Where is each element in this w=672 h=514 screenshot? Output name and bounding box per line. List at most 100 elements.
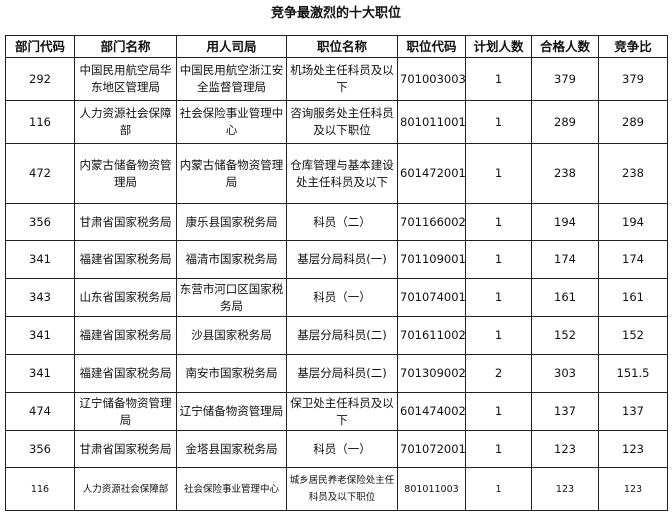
table-cell: 人力资源社会保障部: [74, 100, 177, 144]
table-cell: 中国民用航空局华东地区管理局: [74, 57, 177, 101]
table-row: 474 辽宁储备物资管理局 辽宁储备物资管理局 保卫处主任科员及以下 601474002…: [5, 392, 668, 431]
table-cell: 1: [465, 316, 532, 355]
table-cell: 南安市国家税务局: [176, 354, 287, 393]
table-cell: 福建省国家税务局: [74, 240, 177, 279]
table-cell: 1: [465, 203, 532, 241]
table-cell: 内蒙古储备物资管理局: [176, 143, 287, 204]
table-cell: 辽宁储备物资管理局: [74, 392, 177, 431]
table-cell: 辽宁储备物资管理局: [176, 392, 287, 431]
column-header: 用人司局: [176, 35, 287, 58]
table-cell: 701166002: [397, 203, 466, 241]
table-row: 116 人力资源社会保障部 社会保险事业管理中心 城乡居民养老保险处主任科员及以下职位…: [5, 467, 668, 511]
table-cell: 康乐县国家税务局: [176, 203, 287, 241]
table-cell: 1: [465, 392, 532, 431]
table-cell: 1: [465, 467, 532, 511]
column-header: 计划人数: [465, 35, 532, 58]
table-cell: 701309002: [397, 354, 466, 393]
column-header: 竞争比: [598, 35, 668, 58]
table-cell: 仓库管理与基本建设处主任科员及以下: [286, 143, 398, 204]
table-cell: 2: [465, 354, 532, 393]
table-cell: 238: [598, 143, 668, 204]
table-cell: 151.5: [598, 354, 668, 393]
table-row: 472 内蒙古储备物资管理局 内蒙古储备物资管理局 仓库管理与基本建设处主任科员及以下…: [5, 143, 668, 204]
table-cell: 701072001: [397, 430, 466, 468]
table-cell: 161: [531, 278, 599, 317]
table-cell: 123: [531, 467, 599, 511]
table-cell: 金塔县国家税务局: [176, 430, 287, 468]
table-cell: 社会保险事业管理中心: [176, 100, 287, 144]
table-row: 341 福建省国家税务局 沙县国家税务局 基层分局科员(二) 701611002 1 152…: [5, 316, 668, 355]
table-cell: 123: [598, 430, 668, 468]
table-cell: 152: [598, 316, 668, 355]
column-header: 职位名称: [286, 35, 398, 58]
table-cell: 福建省国家税务局: [74, 316, 177, 355]
table-cell: 咨询服务处主任科员及以下职位: [286, 100, 398, 144]
header-row: 部门代码 部门名称 用人司局 职位名称 职位代码 计划人数 合格人数 竞争比: [5, 35, 668, 58]
table-cell: 379: [598, 57, 668, 101]
table-cell: 基层分局科员(二): [286, 316, 398, 355]
table-cell: 沙县国家税务局: [176, 316, 287, 355]
table-cell: 福建省国家税务局: [74, 354, 177, 393]
table-cell: 701611002: [397, 316, 466, 355]
table-cell: 356: [5, 430, 75, 468]
table-cell: 341: [5, 240, 75, 279]
table-row: 341 福建省国家税务局 福清市国家税务局 基层分局科员(一) 701109001 1 17…: [5, 240, 668, 279]
table-cell: 601472001: [397, 143, 466, 204]
table-cell: 城乡居民养老保险处主任科员及以下职位: [286, 467, 398, 511]
table-cell: 福清市国家税务局: [176, 240, 287, 279]
table-row: 341 福建省国家税务局 南安市国家税务局 基层分局科员(二) 701309002 2 30…: [5, 354, 668, 393]
table-cell: 基层分局科员(二): [286, 354, 398, 393]
table-cell: 1: [465, 100, 532, 144]
table-cell: 内蒙古储备物资管理局: [74, 143, 177, 204]
table-cell: 472: [5, 143, 75, 204]
table-cell: 机场处主任科员及以下: [286, 57, 398, 101]
page-title: 竞争最激烈的十大职位: [270, 6, 401, 21]
table-cell: 人力资源社会保障部: [74, 467, 177, 511]
table-cell: 801011001: [397, 100, 466, 144]
table-cell: 山东省国家税务局: [74, 278, 177, 317]
table-cell: 116: [5, 467, 75, 511]
table-cell: 123: [531, 430, 599, 468]
table-cell: 基层分局科员(一): [286, 240, 398, 279]
table-cell: 801011003: [397, 467, 466, 511]
table-cell: 1: [465, 430, 532, 468]
table-cell: 社会保险事业管理中心: [176, 467, 287, 511]
table-cell: 保卫处主任科员及以下: [286, 392, 398, 431]
table-cell: 1: [465, 143, 532, 204]
table-cell: 356: [5, 203, 75, 241]
table-cell: 701003003: [397, 57, 466, 101]
table-cell: 152: [531, 316, 599, 355]
table-cell: 161: [598, 278, 668, 317]
table-row: 356 甘肃省国家税务局 金塔县国家税务局 科员（一） 701072001 1 123 123: [5, 430, 668, 468]
table-row: 292 中国民用航空局华东地区管理局 中国民用航空浙江安全监督管理局 机场处主任科员及…: [5, 57, 668, 101]
table-cell: 116: [5, 100, 75, 144]
table-cell: 中国民用航空浙江安全监督管理局: [176, 57, 287, 101]
column-header: 合格人数: [531, 35, 599, 58]
table-cell: 123: [598, 467, 668, 511]
table-cell: 601474002: [397, 392, 466, 431]
table-cell: 379: [531, 57, 599, 101]
table-cell: 1: [465, 240, 532, 279]
table-cell: 194: [598, 203, 668, 241]
table-cell: 科员（一）: [286, 278, 398, 317]
table-row: 356 甘肃省国家税务局 康乐县国家税务局 科员（二） 701166002 1 194 194: [5, 203, 668, 241]
table-cell: 194: [531, 203, 599, 241]
table-cell: 1: [465, 57, 532, 101]
table-row: 343 山东省国家税务局 东营市河口区国家税务局 科员（一） 701074001 1 161…: [5, 278, 668, 317]
table-cell: 289: [531, 100, 599, 144]
table-cell: 701074001: [397, 278, 466, 317]
table-cell: 137: [598, 392, 668, 431]
table-cell: 341: [5, 354, 75, 393]
table-cell: 174: [598, 240, 668, 279]
column-header: 部门代码: [5, 35, 75, 58]
table-cell: 701109001: [397, 240, 466, 279]
table-cell: 343: [5, 278, 75, 317]
table-cell: 甘肃省国家税务局: [74, 203, 177, 241]
table-cell: 341: [5, 316, 75, 355]
table-cell: 东营市河口区国家税务局: [176, 278, 287, 317]
table-cell: 474: [5, 392, 75, 431]
table-cell: 238: [531, 143, 599, 204]
table-cell: 174: [531, 240, 599, 279]
table-row: 116 人力资源社会保障部 社会保险事业管理中心 咨询服务处主任科员及以下职位 8010…: [5, 100, 668, 144]
table-cell: 科员（二）: [286, 203, 398, 241]
